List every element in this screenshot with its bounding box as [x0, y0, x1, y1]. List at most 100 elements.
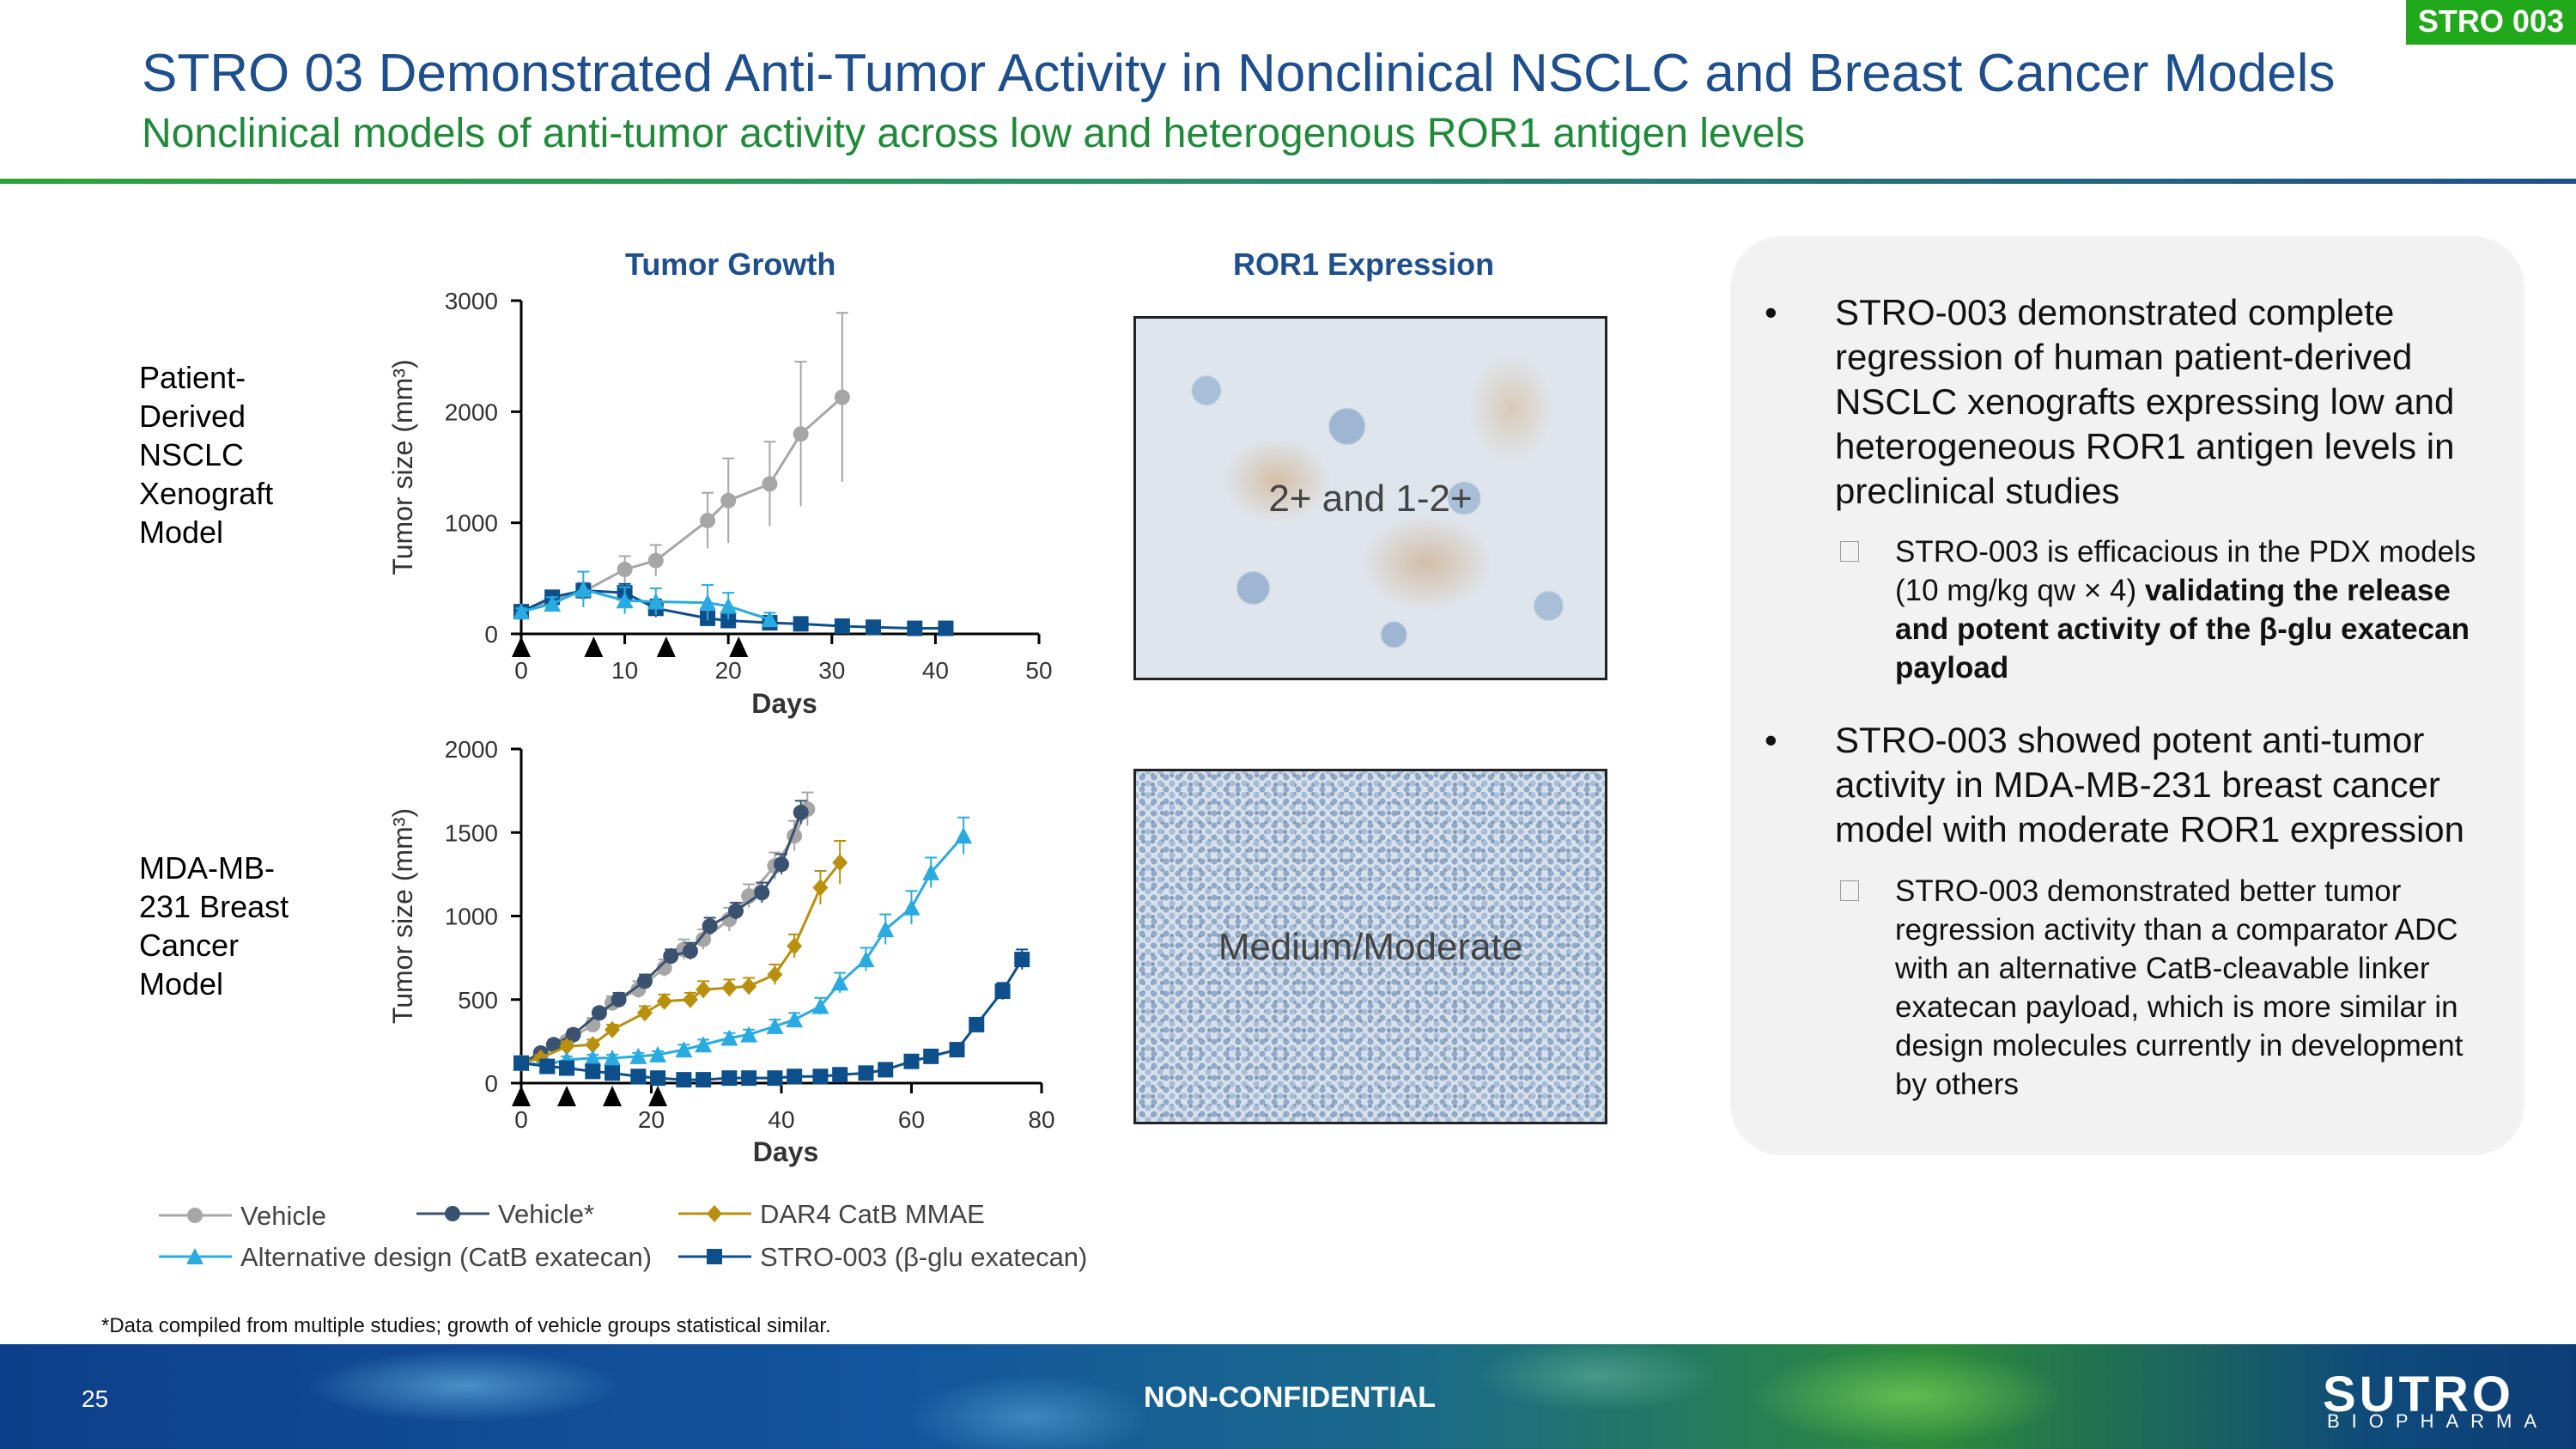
data-point — [545, 1037, 562, 1053]
slide-subtitle: Nonclinical models of anti-tumor activit… — [142, 111, 1805, 156]
dosing-marker-icon — [729, 636, 749, 657]
y-tick-label: 1000 — [445, 904, 498, 930]
y-tick-label: 500 — [458, 987, 498, 1014]
y-axis-label: Tumor size (mm³) — [387, 808, 418, 1024]
legend-label: Vehicle — [240, 1201, 326, 1231]
data-point — [774, 856, 789, 873]
footer-bar — [0, 1344, 2576, 1449]
data-point — [832, 854, 848, 872]
x-tick-label: 40 — [922, 657, 949, 684]
data-point — [766, 1017, 784, 1034]
y-tick-label: 2000 — [445, 736, 498, 763]
slide-title: STRO 03 Demonstrated Anti-Tumor Activity… — [142, 44, 2336, 103]
sub-bullet-nsclc: STRO-003 is efficacious in the PDX model… — [1840, 533, 2503, 687]
dosing-marker-icon — [584, 636, 604, 657]
sutro-logo: SUTRO — [2323, 1367, 2514, 1422]
data-point — [650, 1070, 666, 1087]
dosing-marker-icon — [512, 636, 531, 657]
x-tick-label: 0 — [514, 657, 528, 684]
data-point — [676, 1072, 692, 1088]
data-point — [565, 1026, 581, 1043]
data-point — [695, 1036, 713, 1053]
data-point — [812, 879, 829, 897]
y-tick-label: 0 — [484, 1070, 498, 1097]
data-point — [754, 885, 770, 901]
data-point — [787, 937, 803, 955]
y-tick-label: 3000 — [445, 288, 498, 314]
data-point — [969, 1016, 985, 1032]
data-point — [786, 1011, 804, 1028]
data-point — [902, 898, 920, 916]
data-point — [611, 991, 627, 1008]
ihc-label-breast: Medium/Moderate — [1218, 926, 1523, 968]
data-point — [702, 918, 718, 935]
data-point — [513, 1055, 529, 1071]
data-point — [630, 1068, 647, 1085]
data-point — [721, 979, 738, 997]
slide-tag: STRO 003 — [2405, 0, 2576, 45]
data-point — [585, 1036, 601, 1054]
data-point — [649, 1045, 667, 1062]
data-point — [907, 620, 923, 636]
series-line — [520, 396, 843, 613]
data-point — [834, 389, 850, 405]
legend-label: Vehicle* — [498, 1199, 594, 1229]
data-point — [762, 476, 778, 492]
bullet-breast-text: STRO-003 showed potent anti-tumor activi… — [1835, 720, 2464, 849]
confidentiality-label: NON-CONFIDENTIAL — [1144, 1381, 1436, 1414]
data-point — [675, 1041, 693, 1058]
data-point — [741, 1070, 757, 1087]
data-point — [720, 1029, 738, 1046]
legend-marker — [187, 1208, 203, 1223]
legend-marker — [445, 1206, 460, 1221]
bullet-nsclc: • STRO-003 demonstrated complete regress… — [1765, 290, 2477, 514]
data-point — [682, 990, 698, 1008]
sub-bullet-nsclc-text: STRO-003 is efficacious in the PDX model… — [1895, 535, 2476, 607]
x-tick-label: 0 — [514, 1106, 528, 1133]
bullet-breast: • STRO-003 showed potent anti-tumor acti… — [1765, 718, 2477, 852]
sutro-logo-subtitle: BIOPHARMA — [2327, 1410, 2549, 1432]
data-point — [767, 965, 783, 983]
data-point — [955, 827, 973, 844]
data-point — [647, 552, 664, 569]
sub-bullet-breast: STRO-003 demonstrated better tumor regre… — [1840, 872, 2503, 1104]
bullet-dot: • — [1765, 720, 1777, 760]
data-point — [636, 1004, 653, 1022]
data-point — [696, 1072, 712, 1088]
data-point — [858, 1065, 874, 1081]
data-point — [604, 1049, 622, 1066]
data-point — [699, 594, 717, 611]
legend-label: STRO-003 (β-glu exatecan) — [760, 1242, 1087, 1272]
series-line — [520, 835, 965, 1067]
key-findings-panel: • STRO-003 demonstrated complete regress… — [1730, 236, 2524, 1155]
data-point — [1014, 952, 1030, 968]
data-point — [787, 1068, 803, 1085]
data-point — [559, 1060, 575, 1076]
tumor-growth-title: Tumor Growth — [625, 247, 836, 282]
dosing-marker-icon — [603, 1086, 623, 1106]
data-point — [903, 1053, 920, 1069]
x-axis-label: Days — [753, 1136, 819, 1167]
data-point — [559, 1038, 575, 1056]
data-point — [727, 903, 744, 919]
x-tick-label: 30 — [818, 657, 845, 684]
data-point — [767, 1070, 783, 1087]
data-point — [544, 595, 562, 612]
data-point — [617, 561, 633, 577]
row-label-mda-mb-231: MDA-MB-231 Breast Cancer Model — [139, 850, 289, 1002]
y-tick-label: 2000 — [445, 399, 498, 425]
page-number: 25 — [82, 1385, 109, 1412]
ihc-image-nsclc: 2+ and 1-2+ — [1133, 316, 1607, 680]
legend-label: Alternative design (CatB exatecan) — [240, 1242, 652, 1272]
data-point — [741, 977, 757, 995]
data-point — [793, 616, 809, 632]
x-tick-label: 80 — [1028, 1106, 1054, 1133]
data-point — [656, 959, 672, 976]
data-point — [857, 951, 875, 968]
sub-bullet-breast-text: STRO-003 demonstrated better tumor regre… — [1895, 874, 2464, 1101]
y-tick-label: 1500 — [445, 819, 498, 846]
x-tick-label: 20 — [638, 1106, 665, 1133]
data-point — [832, 1067, 848, 1083]
legend-marker — [707, 1205, 722, 1222]
x-tick-label: 60 — [898, 1106, 925, 1133]
